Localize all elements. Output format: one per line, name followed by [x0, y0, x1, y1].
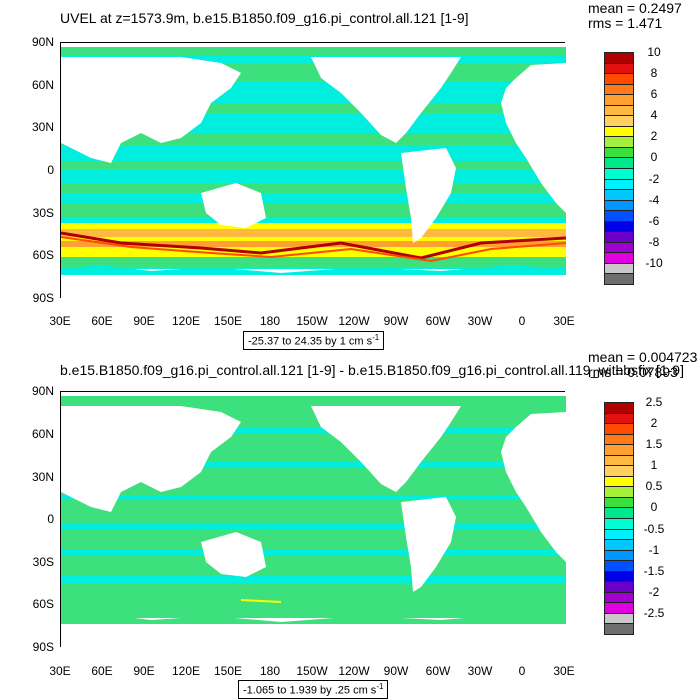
colorbar-label: 2.5	[645, 395, 663, 409]
colorbar-label: 8	[650, 66, 658, 81]
panel-1-map-field	[61, 43, 566, 299]
lon-label: 90E	[133, 664, 155, 678]
panel-1-range-sup: -1	[372, 333, 380, 342]
lon-label: 150E	[213, 314, 243, 328]
panel-1-lon-axis: 30E 60E 90E 120E 150E 180 150W 120W 90W …	[38, 314, 587, 330]
panel-1-lat-30s: 30S	[32, 206, 54, 220]
lon-label: 60W	[425, 314, 451, 328]
panel-2-map-field	[61, 392, 566, 648]
lon-label: 0	[518, 664, 526, 678]
panel-1-lat-90s: 90S	[32, 291, 54, 305]
colorbar-label: -1	[648, 542, 660, 557]
colorbar-label: 0.5	[645, 479, 663, 494]
panel-1-rms: rms = 1.471	[588, 15, 663, 31]
lon-label: 60E	[91, 664, 113, 678]
colorbar-label: -2	[648, 584, 660, 599]
panel-1-mean: mean = 0.2497	[588, 0, 682, 16]
panel-1-contour-range: -25.37 to 24.35 by 1 cm s-1	[243, 331, 385, 350]
panel-2-lon-axis: 30E 60E 90E 120E 150E 180 150W 120W 90W …	[38, 664, 587, 680]
panel-1-title: UVEL at z=1573.9m, b.e15.B1850.f09_g16.p…	[60, 10, 469, 26]
colorbar-label: -4	[648, 192, 660, 207]
panel-2-lat-30s: 30S	[32, 555, 54, 569]
panel-1-range-text: -25.37 to 24.35 by 1 cm s	[248, 335, 373, 348]
lon-label: 90E	[133, 314, 155, 328]
colorbar-label: -2.5	[643, 605, 665, 620]
panel-2-stats: mean = 0.004723 rms = 0.07893	[588, 350, 697, 380]
colorbar-swatch	[604, 623, 634, 635]
panel-2-lat-90s: 90S	[32, 640, 54, 654]
lon-label: 30E	[553, 664, 575, 678]
panel-1-colorbar: 10 8 6 4 2 0 -2 -4 -6 -8 -10	[604, 45, 674, 285]
colorbar-label: -1.5	[643, 563, 665, 578]
panel-1-stats: mean = 0.2497 rms = 1.471	[588, 1, 682, 31]
colorbar-label: 2	[650, 416, 658, 431]
lon-label: 90W	[383, 664, 409, 678]
panel-2-contour-range: -1.065 to 1.939 by .25 cm s-1	[238, 680, 389, 699]
panel-2-lat-60s: 60S	[32, 597, 54, 611]
panel-1-lat-0: 0	[47, 163, 54, 177]
colorbar-label: 10	[647, 45, 661, 59]
lon-label: 120E	[171, 314, 201, 328]
panel-2-title: b.e15.B1850.f09_g16.pi_control.all.121 […	[60, 362, 684, 378]
lon-label: 180	[259, 664, 281, 678]
lon-label: 60E	[91, 314, 113, 328]
lon-label: 60W	[425, 664, 451, 678]
panel-2-lat-30n: 30N	[31, 470, 54, 484]
colorbar-label: -8	[648, 234, 660, 249]
colorbar-label: 1	[650, 458, 658, 473]
colorbar-label: 0	[650, 500, 658, 515]
lon-label: 30W	[467, 314, 493, 328]
lon-label: 30W	[467, 664, 493, 678]
lon-label: 180	[259, 314, 281, 328]
lon-label: 30E	[553, 314, 575, 328]
lon-label: 30E	[49, 314, 71, 328]
panel-1-lat-60s: 60S	[32, 248, 54, 262]
colorbar-label: -2	[648, 171, 660, 186]
lon-label: 90W	[383, 314, 409, 328]
colorbar-swatch	[604, 273, 634, 285]
lon-label: 150E	[213, 664, 243, 678]
panel-1-lat-90n: 90N	[31, 35, 54, 49]
lon-label: 120E	[171, 664, 201, 678]
panel-2-rms: rms = 0.07893	[588, 364, 678, 380]
colorbar-label: 2	[650, 129, 658, 144]
panel-1-lat-60n: 60N	[31, 78, 54, 92]
lon-label: 0	[518, 314, 526, 328]
colorbar-label: -10	[645, 255, 663, 270]
panel-2-range-sup: -1	[376, 682, 384, 691]
colorbar-label: -6	[648, 213, 660, 228]
lon-label: 120W	[338, 314, 370, 328]
lon-label: 120W	[338, 664, 370, 678]
panel-2-map	[60, 391, 566, 648]
panel-2-mean: mean = 0.004723	[588, 349, 698, 365]
panel-1-map	[60, 42, 566, 299]
colorbar-label: 4	[650, 108, 658, 123]
panel-2-colorbar: 2.5 2 1.5 1 0.5 0 -0.5 -1 -1.5 -2 -2.5	[604, 395, 674, 635]
panel-2-lat-60n: 60N	[31, 427, 54, 441]
panel-2-range-text: -1.065 to 1.939 by .25 cm s	[243, 684, 377, 697]
panel-2-lat-0: 0	[47, 512, 54, 526]
panel-1-lat-30n: 30N	[31, 120, 54, 134]
lon-label: 30E	[49, 664, 71, 678]
lon-label: 150W	[296, 314, 328, 328]
colorbar-label: 1.5	[645, 437, 663, 452]
colorbar-label: -0.5	[643, 521, 665, 536]
colorbar-label: 6	[650, 87, 658, 102]
panel-2-lat-90n: 90N	[31, 384, 54, 398]
colorbar-label: 0	[650, 150, 658, 165]
lon-label: 150W	[296, 664, 328, 678]
